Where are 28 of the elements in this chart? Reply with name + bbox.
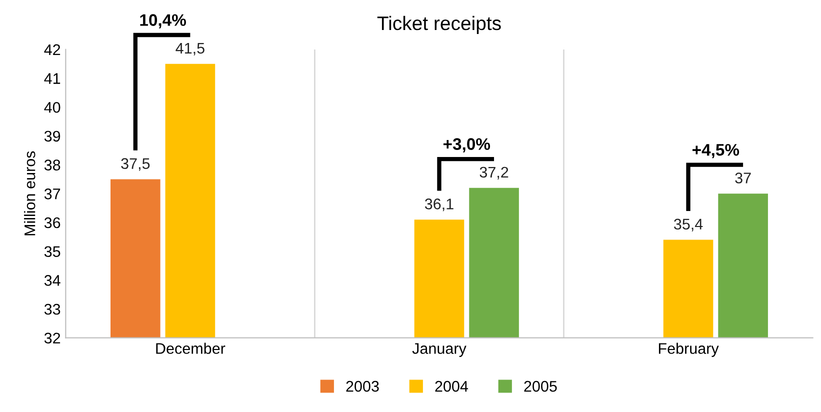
data-label: 37,5 <box>121 158 150 171</box>
chart-title: Ticket receipts <box>377 16 501 34</box>
y-tick-label: 36 <box>44 217 60 228</box>
legend-label: 2004 <box>435 380 468 392</box>
y-tick-label: 41 <box>44 73 60 84</box>
x-tick-label: February <box>658 342 719 357</box>
y-tick-label: 34 <box>44 275 60 286</box>
annotation: +3,0% <box>443 138 490 152</box>
y-axis-title: Million euros <box>24 151 36 236</box>
x-tick-label: December <box>156 342 226 354</box>
data-label: 36,1 <box>424 198 454 212</box>
y-tick-label: 40 <box>44 102 60 113</box>
x-tick-label: January <box>412 343 466 357</box>
data-label: 41,5 <box>176 42 204 56</box>
legend-label: 2005 <box>524 380 557 392</box>
y-tick-label: 39 <box>44 130 60 142</box>
y-tick-label: 42 <box>44 44 60 55</box>
text: 10,4% <box>140 14 186 28</box>
annotation: +4,5% <box>692 144 740 158</box>
y-tick-label: 38 <box>44 160 60 170</box>
legend-label: 2003 <box>346 380 379 392</box>
data-label: 35,4 <box>674 218 703 232</box>
y-tick-label: 33 <box>44 304 60 315</box>
data-label: 37,2 <box>480 166 508 180</box>
y-tick-label: 37 <box>44 188 60 200</box>
data-label: 37 <box>735 172 751 184</box>
y-tick-label: 35 <box>44 246 60 258</box>
y-tick-label: 32 <box>44 332 60 344</box>
